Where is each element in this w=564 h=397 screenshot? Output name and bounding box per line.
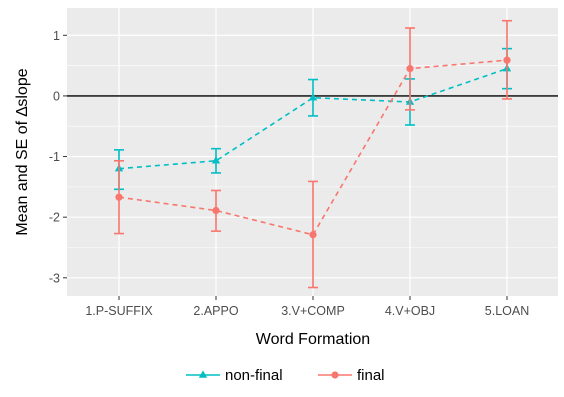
legend-label: final	[357, 367, 385, 384]
data-point-circle	[503, 57, 510, 64]
y-axis-ticks: 1 0 -1 -2 -3	[49, 29, 67, 286]
x-tick-label: 5.LOAN	[485, 304, 529, 318]
legend: non-final final	[186, 367, 385, 384]
y-tick-label: 1	[53, 29, 60, 43]
legend-label: non-final	[225, 367, 283, 384]
legend-key-circle	[331, 371, 338, 378]
x-tick-label: 1.P-SUFFIX	[85, 304, 153, 318]
x-axis-title: Word Formation	[256, 331, 370, 348]
data-point-circle	[212, 207, 219, 214]
legend-item: final	[318, 367, 385, 384]
x-axis-ticks: 1.P-SUFFIX 2.APPO 3.V+COMP 4.V+OBJ 5.LOAN	[85, 296, 529, 318]
x-tick-label: 4.V+OBJ	[385, 304, 435, 318]
data-point-circle	[309, 231, 316, 238]
y-tick-label: 0	[53, 89, 60, 103]
legend-item: non-final	[186, 367, 283, 384]
data-point-circle	[406, 65, 413, 72]
y-tick-label: -1	[49, 150, 60, 164]
legend-key-triangle	[199, 370, 207, 377]
y-tick-label: -3	[49, 271, 60, 285]
x-tick-label: 2.APPO	[193, 304, 238, 318]
data-point-circle	[115, 194, 122, 201]
y-tick-label: -2	[49, 211, 60, 225]
x-tick-label: 3.V+COMP	[281, 304, 345, 318]
y-axis-title: Mean and SE of ∆slope	[14, 68, 31, 235]
